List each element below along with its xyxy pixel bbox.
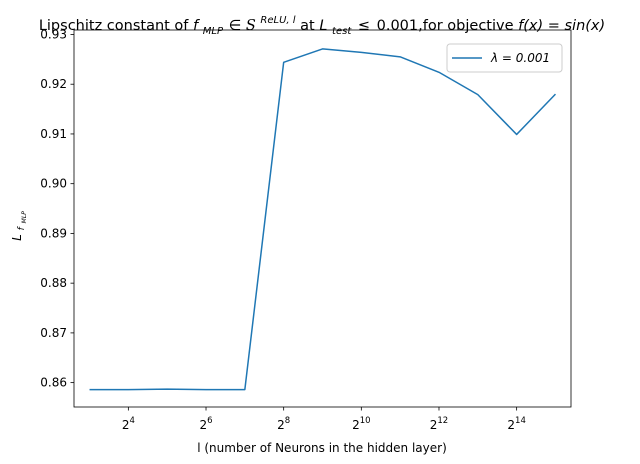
y-axis-label: L f MLP <box>10 211 28 241</box>
x-axis-label: l (number of Neurons in the hidden layer… <box>197 441 447 455</box>
x-tick-exponent: 12 <box>437 416 448 426</box>
title-f-subscript: MLP <box>203 26 224 37</box>
legend-box <box>446 43 563 73</box>
x-tick-base: 2 <box>507 418 515 432</box>
y-tick-label: 0.88 <box>40 276 67 290</box>
series-line <box>89 48 557 391</box>
y-axis-label-sub: f <box>17 225 27 230</box>
y-tick-label: 0.89 <box>40 226 67 240</box>
x-tick-label: 210 <box>352 416 370 432</box>
title-member-symbol: ∈ <box>229 18 242 34</box>
title-s-superscript: ReLU, l <box>260 15 295 26</box>
series-layer <box>89 48 557 391</box>
x-tick-label: 212 <box>430 416 448 432</box>
y-tick-label: 0.91 <box>40 127 67 141</box>
title-l-symbol: L <box>319 18 327 34</box>
title-f-symbol: f <box>193 18 200 34</box>
y-axis-label-main: L <box>10 234 24 241</box>
plot-frame <box>73 29 572 408</box>
x-tick-base: 2 <box>122 418 130 432</box>
y-tick-label: 0.87 <box>40 326 67 340</box>
legend-entry-label: λ = 0.001 <box>490 51 550 65</box>
x-tick-exponent: 14 <box>515 416 526 426</box>
chart-title: Lipschitz constant of f MLP ∈ S ReLU, l … <box>39 11 605 38</box>
title-s-symbol: S <box>246 18 256 34</box>
y-axis-label-subsub: MLP <box>21 211 28 224</box>
legend: λ = 0.001 <box>446 43 563 73</box>
x-tick-base: 2 <box>430 418 438 432</box>
x-tick-exponent: 10 <box>360 416 371 426</box>
x-tick-exponent: 6 <box>207 416 212 426</box>
x-tick-label: 24 <box>122 416 135 432</box>
x-tick-base: 2 <box>199 418 207 432</box>
y-tick-label: 0.93 <box>40 27 67 41</box>
x-tick-exponent: 4 <box>129 416 134 426</box>
x-tick-base: 2 <box>352 418 360 432</box>
title-objective: f(x) = sin(x) <box>518 18 605 34</box>
x-tick-label: 28 <box>277 416 290 432</box>
title-tail: 0.001,for objective <box>377 18 519 34</box>
title-leq-symbol: ≤ <box>358 18 370 34</box>
x-tick-label: 214 <box>507 416 525 432</box>
x-tick-label: 26 <box>199 416 212 432</box>
y-tick-label: 0.90 <box>40 177 67 191</box>
y-tick-label: 0.92 <box>40 77 67 91</box>
x-tick-base: 2 <box>277 418 285 432</box>
y-tick-label: 0.86 <box>40 376 67 390</box>
x-tick-exponent: 8 <box>285 416 290 426</box>
title-l-subscript: test <box>332 26 352 37</box>
title-mid: at <box>300 18 319 34</box>
